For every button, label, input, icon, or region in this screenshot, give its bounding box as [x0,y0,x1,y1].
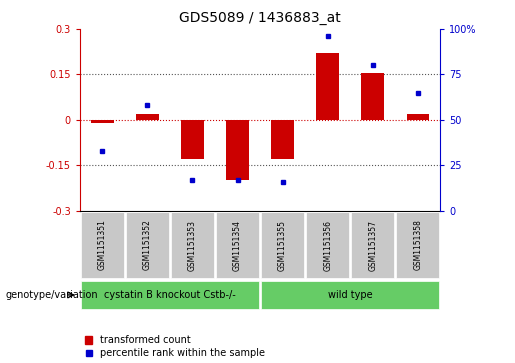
Bar [216,212,259,278]
Text: GSM1151354: GSM1151354 [233,220,242,270]
Bar [306,212,349,278]
Bar [396,212,439,278]
Bar [81,212,124,278]
Bar [136,114,159,120]
Text: GSM1151352: GSM1151352 [143,220,152,270]
Bar [406,114,429,120]
Bar [271,120,294,159]
Text: GSM1151355: GSM1151355 [278,220,287,270]
Text: genotype/variation: genotype/variation [5,290,98,300]
Bar [81,281,259,309]
Bar [362,73,384,120]
Text: GSM1151358: GSM1151358 [414,220,422,270]
Title: GDS5089 / 1436883_at: GDS5089 / 1436883_at [179,11,341,25]
Bar [226,120,249,180]
Bar [261,281,439,309]
Bar [351,212,394,278]
Bar [261,212,304,278]
Bar [181,120,204,159]
Legend: transformed count, percentile rank within the sample: transformed count, percentile rank withi… [84,335,265,358]
Text: GSM1151357: GSM1151357 [368,220,377,270]
Text: GSM1151353: GSM1151353 [188,220,197,270]
Bar [126,212,169,278]
Bar [171,212,214,278]
Text: GSM1151351: GSM1151351 [98,220,107,270]
Text: cystatin B knockout Cstb-/-: cystatin B knockout Cstb-/- [104,290,236,300]
Text: GSM1151356: GSM1151356 [323,220,332,270]
Text: wild type: wild type [328,290,372,300]
Bar [91,120,114,123]
Bar [316,53,339,120]
